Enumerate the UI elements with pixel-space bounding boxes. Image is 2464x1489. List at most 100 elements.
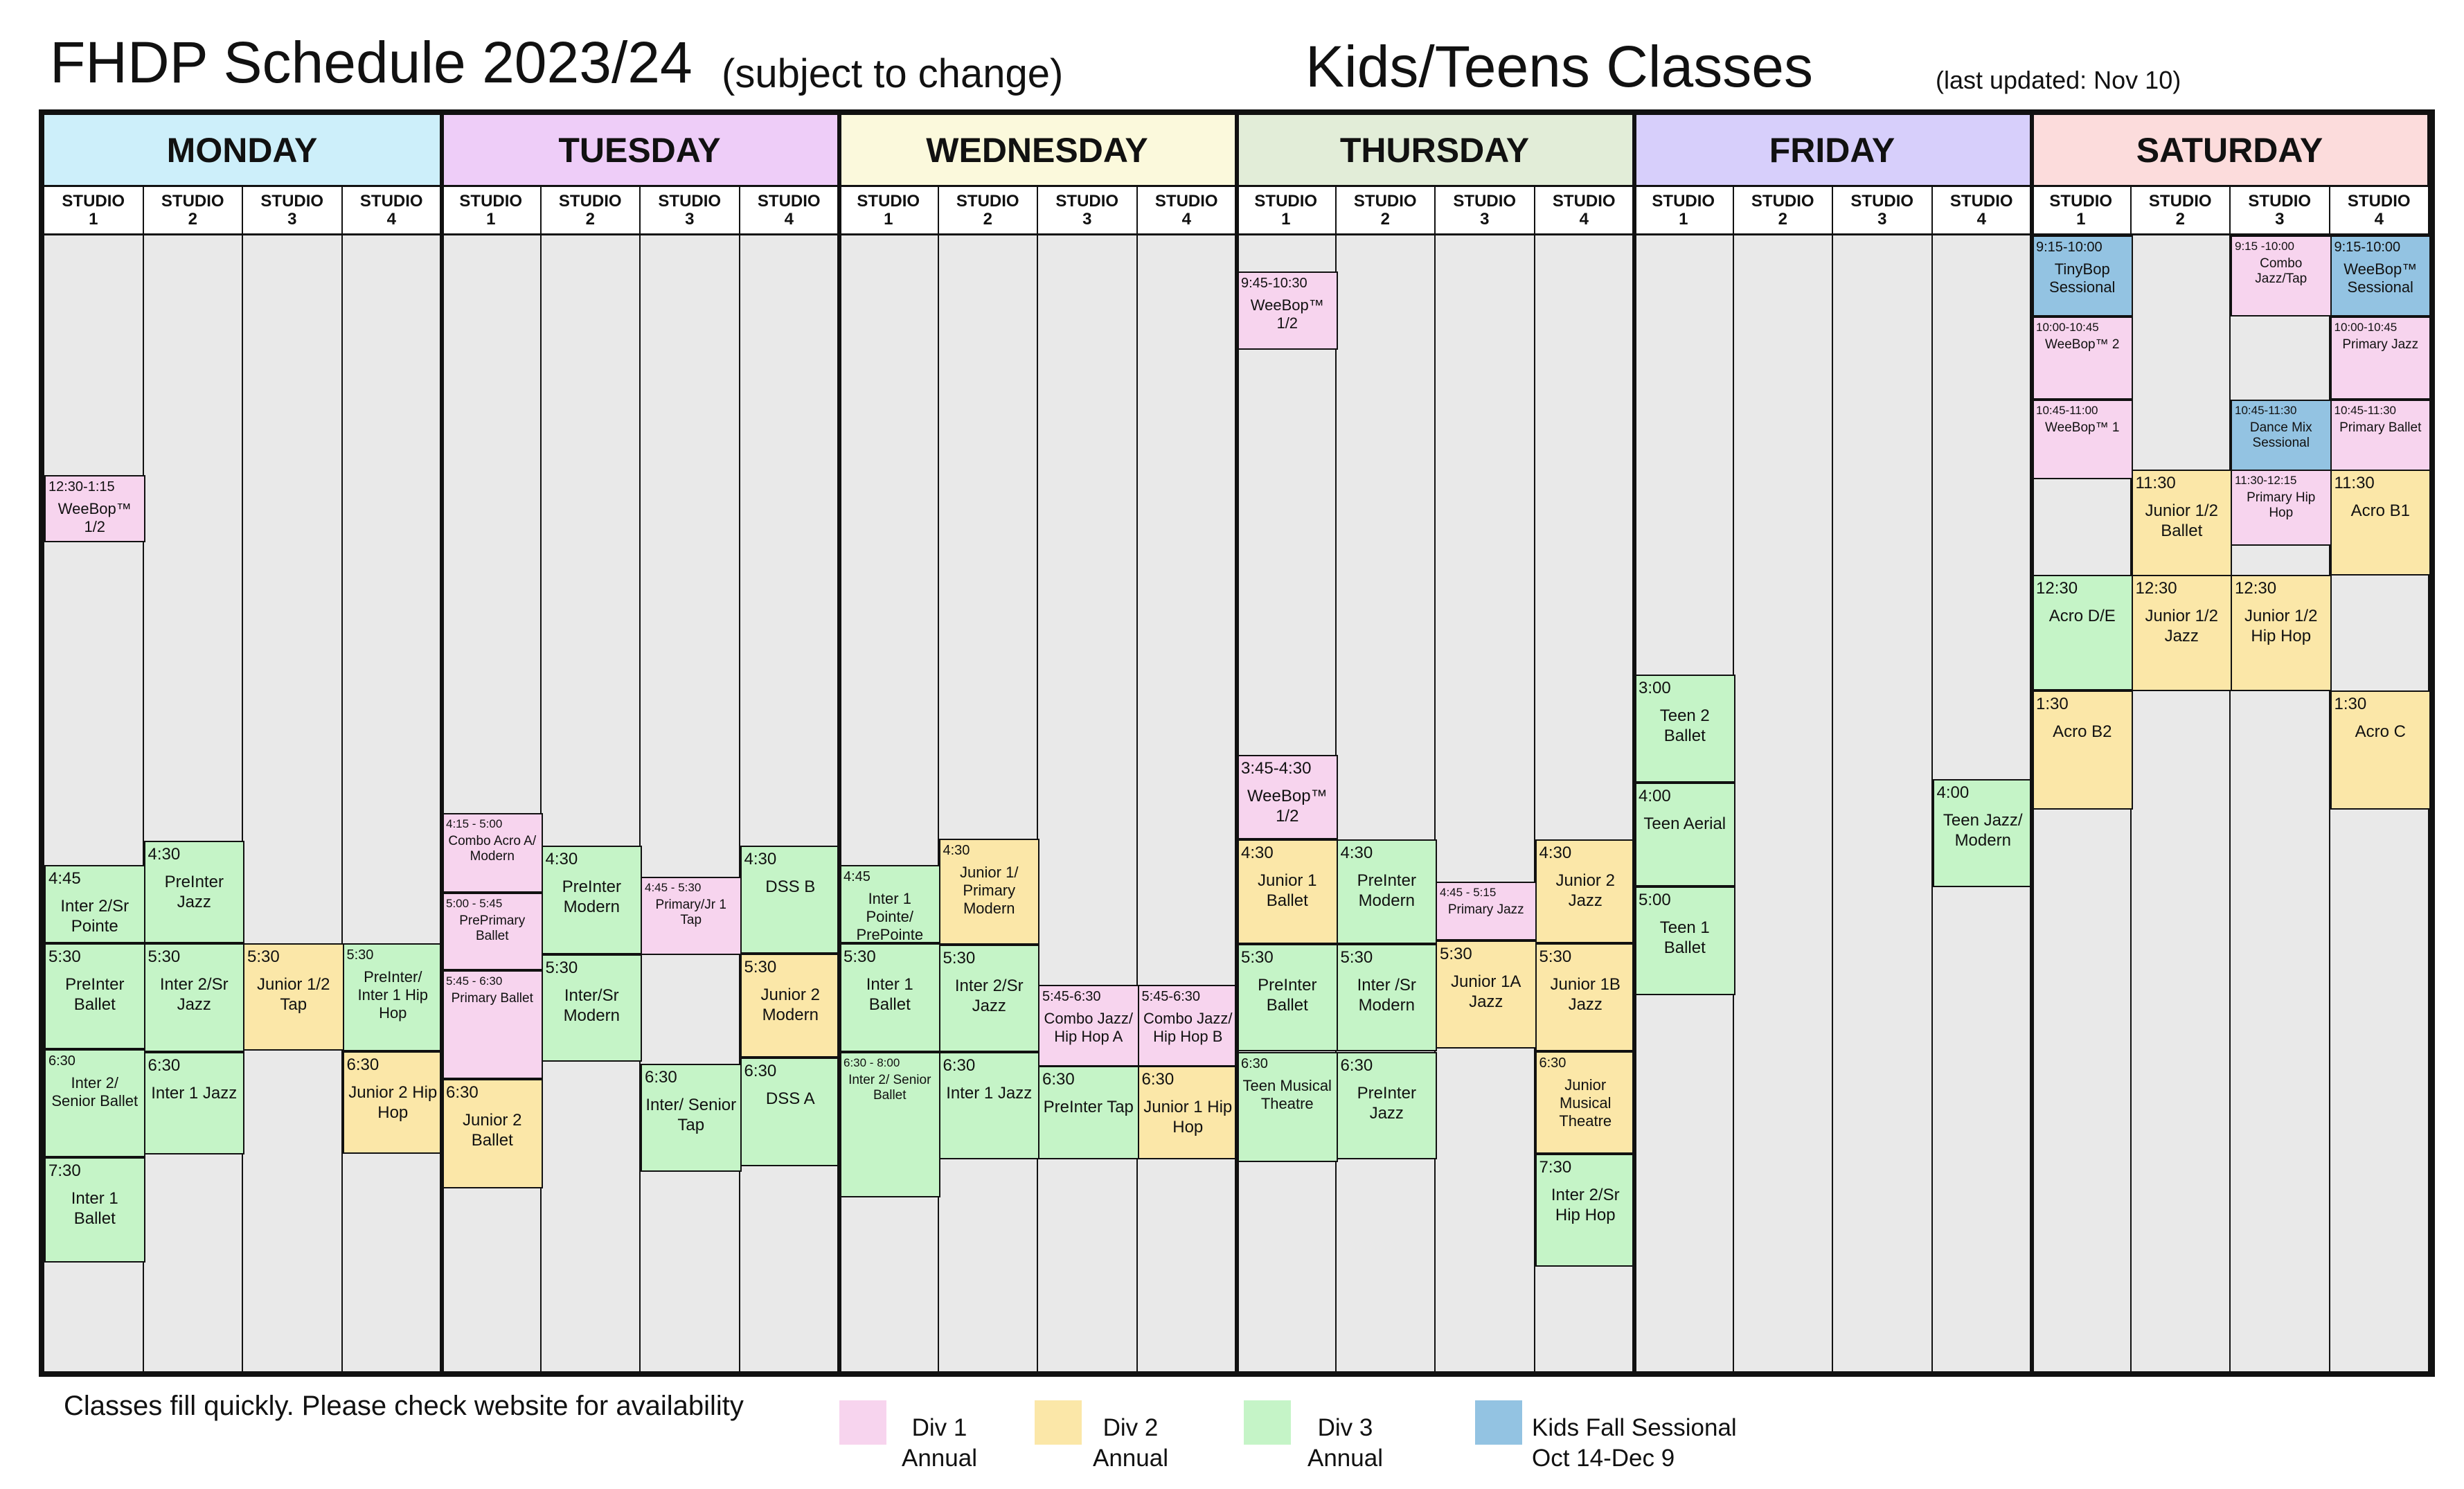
class-time: 5:30 — [148, 947, 181, 966]
day-header-monday: MONDAY — [44, 115, 442, 187]
class-block: 3:45-4:30 WeeBop™ 1/2 — [1237, 755, 1338, 839]
legend-label: Div 3 Annual — [1307, 1414, 1383, 1472]
class-name: Inter /Sr Modern — [1357, 976, 1416, 1015]
class-time: 5:45-6:30 — [1042, 989, 1101, 1004]
class-block: 5:30 PreInter Ballet — [44, 943, 145, 1049]
class-name: Inter 2/Sr Jazz — [159, 975, 229, 1014]
studio-label: STUDIO 3 — [1436, 187, 1535, 235]
class-name: PreInter Jazz — [1357, 1084, 1416, 1123]
class-block: 10:45-11:30 Primary Ballet — [2330, 400, 2431, 479]
class-time: 5:30 — [346, 947, 374, 963]
class-name: Junior 2 Ballet — [463, 1111, 522, 1150]
class-time: 5:30 — [744, 958, 777, 977]
studio-label: STUDIO 2 — [143, 187, 243, 235]
class-block: 5:30 Inter 1 Ballet — [839, 943, 940, 1052]
studio-label: STUDIO 1 — [839, 187, 939, 235]
class-block: 5:30 PreInter/ Inter 1 Hip Hop — [342, 943, 443, 1051]
section-title: Kids/Teens Classes — [1305, 34, 1813, 99]
class-name: Combo Acro A/ Modern — [448, 834, 537, 864]
class-time: 11:30 — [2334, 474, 2375, 492]
studio-label: STUDIO 3 — [641, 187, 740, 235]
class-time: 5:30 — [545, 959, 578, 977]
class-time: 5:30 — [1440, 945, 1472, 963]
class-name: Acro B1 — [2350, 501, 2410, 521]
day-divider — [1235, 115, 1239, 1371]
class-name: PreInter Ballet — [1258, 976, 1317, 1015]
studio-label: STUDIO 4 — [1535, 187, 1634, 235]
class-block: 7:30 Inter 2/Sr Hip Hop — [1535, 1154, 1636, 1267]
class-block: 4:00 Teen Jazz/ Modern — [1932, 779, 2033, 887]
class-time: 6:30 — [1539, 1055, 1566, 1071]
class-name: Primary Ballet — [2339, 420, 2422, 436]
class-time: 9:15 -10:00 — [2235, 240, 2295, 253]
class-block: 5:30 Junior 2 Modern — [740, 954, 841, 1058]
class-time: 6:30 — [48, 1053, 75, 1069]
class-time: 11:30-12:15 — [2235, 474, 2297, 487]
studio-label: STUDIO 1 — [1634, 187, 1734, 235]
page-title: FHDP Schedule 2023/24 — [50, 30, 693, 95]
class-block: 9:15 -10:00 Combo Jazz/Tap — [2231, 235, 2332, 316]
studio-label: STUDIO 2 — [2131, 187, 2231, 235]
day-divider — [440, 115, 444, 1371]
class-block: 6:30 Inter 1 Jazz — [938, 1052, 1039, 1159]
class-block: 6:30 PreInter Jazz — [1336, 1052, 1437, 1159]
class-time: 6:30 — [1241, 1056, 1268, 1071]
class-time: 12:30 — [2135, 579, 2177, 598]
class-time: 6:30 — [645, 1068, 677, 1087]
class-time: 12:30 — [2036, 579, 2078, 598]
class-name: PreInter Jazz — [164, 873, 224, 911]
class-block: 4:30 Junior 1 Ballet — [1237, 839, 1338, 944]
class-name: Inter 2/Sr Pointe — [60, 897, 130, 936]
studio-label: STUDIO 1 — [442, 187, 542, 235]
day-header-tuesday: TUESDAY — [442, 115, 839, 187]
day-header-saturday: SATURDAY — [2032, 115, 2429, 187]
class-name: Inter 1 Jazz — [946, 1084, 1033, 1103]
class-block: 3:00 Teen 2 Ballet — [1634, 675, 1735, 783]
class-time: 10:00-10:45 — [2036, 321, 2099, 334]
class-name: Inter 1 Pointe/ PrePointe — [856, 889, 924, 943]
class-block: 11:30-12:15 Primary Hip Hop — [2231, 470, 2332, 546]
class-time: 12:30 — [2235, 579, 2277, 598]
class-time: 3:00 — [1639, 679, 1671, 697]
class-block: 6:30 Inter 2/ Senior Ballet — [44, 1049, 145, 1157]
class-name: WeeBop™ Sessional — [2344, 260, 2418, 296]
class-name: Junior 1/2 Hip Hop — [2244, 607, 2318, 645]
class-name: WeeBop™ 1 — [2045, 420, 2120, 436]
class-time: 5:45 - 6:30 — [446, 974, 503, 988]
studio-label: STUDIO 1 — [44, 187, 144, 235]
class-block: 5:30 Inter 2/Sr Jazz — [143, 943, 244, 1052]
class-time: 6:30 — [943, 1056, 976, 1075]
class-block: 10:00-10:45 Primary Jazz — [2330, 316, 2431, 400]
class-time: 4:15 - 5:00 — [446, 817, 503, 830]
class-block: 12:30 Junior 1/2 Hip Hop — [2231, 575, 2332, 691]
class-name: Junior Musical Theatre — [1559, 1076, 1612, 1130]
class-time: 5:30 — [1340, 948, 1373, 967]
class-block: 6:30 - 8:00 Inter 2/ Senior Ballet — [839, 1052, 940, 1197]
studio-label: STUDIO 3 — [1833, 187, 1933, 235]
studio-label: STUDIO 3 — [1038, 187, 1138, 235]
class-name: Acro D/E — [2048, 607, 2116, 626]
class-time: 5:00 — [1639, 891, 1671, 909]
studio-column — [442, 235, 542, 1371]
class-block: 5:30 Inter/Sr Modern — [541, 954, 642, 1062]
class-block: 5:00 - 5:45 PrePrimary Ballet — [442, 893, 543, 970]
legend-swatch — [1035, 1400, 1082, 1445]
class-block: 9:15-10:00 WeeBop™ Sessional — [2330, 235, 2431, 316]
studio-column — [1436, 235, 1535, 1371]
class-block: 5:30 Junior 1B Jazz — [1535, 943, 1636, 1051]
class-name: Junior 1B Jazz — [1550, 975, 1621, 1014]
class-time: 5:45-6:30 — [1141, 989, 1201, 1004]
class-time: 6:30 — [744, 1062, 777, 1080]
class-name: WeeBop™ 1/2 — [57, 499, 132, 535]
class-block: 6:30 Inter 1 Jazz — [143, 1052, 244, 1154]
class-name: Primary Hip Hop — [2247, 490, 2316, 521]
studio-label: STUDIO 4 — [2330, 187, 2429, 235]
class-time: 4:30 — [1539, 844, 1572, 862]
class-name: Dance Mix Sessional — [2249, 420, 2312, 451]
class-block: 5:30 PreInter Ballet — [1237, 944, 1338, 1051]
class-name: Junior 1/2 Tap — [257, 975, 330, 1014]
class-name: Inter 1 Ballet — [71, 1189, 118, 1228]
class-time: 5:30 — [943, 949, 976, 968]
page-subtitle: (subject to change) — [722, 51, 1064, 96]
class-time: 5:30 — [48, 947, 81, 966]
